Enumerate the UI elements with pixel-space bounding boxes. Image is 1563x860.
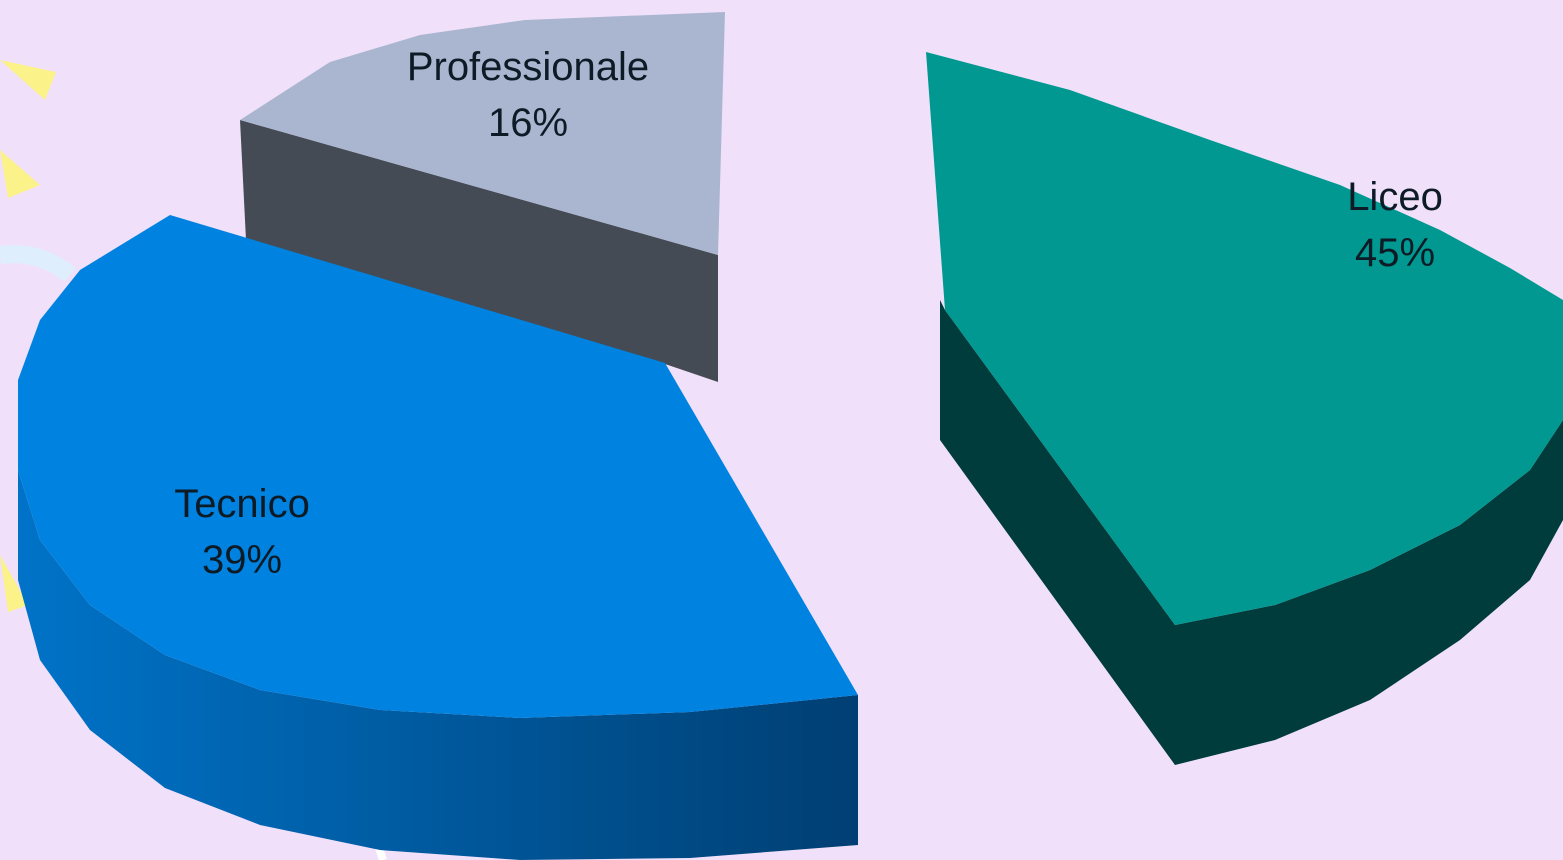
pie-slice-side-liceo	[940, 300, 1175, 765]
pie-slice-liceo	[926, 52, 1563, 765]
decor-arc	[0, 245, 76, 283]
pie-labels: Liceo 45% Tecnico 39% Professionale 16%	[174, 45, 1443, 582]
slice-label-tecnico: Tecnico	[174, 482, 310, 526]
pie-slice-tecnico	[18, 215, 858, 860]
pie-slice-top-tecnico	[18, 215, 858, 718]
pie-slices	[18, 12, 1563, 860]
pie-slice-rim-tecnico	[18, 470, 858, 860]
pie-slice-top-professionale	[240, 12, 725, 255]
decor-triangle	[0, 60, 56, 100]
slice-percent-professionale: 16%	[488, 101, 568, 145]
decor-triangle	[0, 150, 40, 198]
pie-slice-side-professionale	[240, 120, 718, 382]
pie-slice-professionale	[240, 12, 725, 382]
slice-label-liceo: Liceo	[1347, 175, 1443, 219]
slice-label-professionale: Professionale	[407, 45, 649, 89]
decor-triangle	[0, 555, 28, 612]
pie-slice-rim-liceo	[1175, 420, 1563, 765]
slice-percent-liceo: 45%	[1355, 231, 1435, 275]
pie-slice-top-liceo	[926, 52, 1563, 625]
slice-percent-tecnico: 39%	[202, 538, 282, 582]
